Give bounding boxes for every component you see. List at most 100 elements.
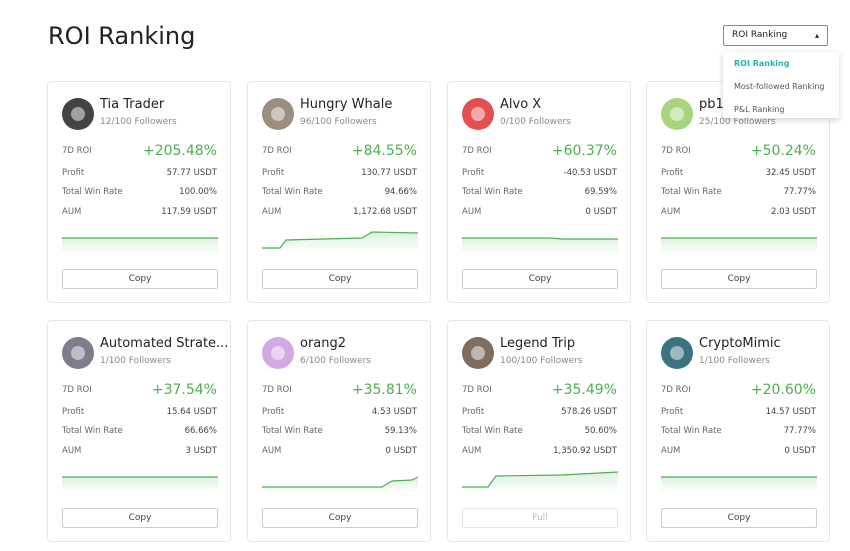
avatar-image (62, 337, 94, 369)
sparkline-chart (62, 237, 218, 254)
stat-value: 77.77% (783, 187, 816, 197)
avatar (462, 337, 494, 369)
trader-card: orang2 6/100 Followers 7D ROI +35.81% Profit… (247, 320, 431, 542)
stat-label: AUM (462, 207, 482, 217)
sparkline-line (262, 231, 419, 249)
avatar (62, 98, 94, 130)
avatar (262, 337, 294, 369)
stat-label: AUM (62, 446, 82, 456)
avatar-image (262, 337, 294, 369)
stat-label: AUM (62, 207, 82, 217)
dropdown-option[interactable]: P&L Ranking (734, 105, 785, 114)
sparkline-line (262, 476, 419, 488)
avatar-image (462, 98, 494, 130)
sparkline-area (262, 477, 418, 493)
roi-value: +35.49% (551, 382, 617, 398)
dropdown-option[interactable]: ROI Ranking (734, 59, 790, 68)
stat-value: 14.57 USDT (765, 407, 816, 417)
stat-label: 7D ROI (62, 385, 92, 395)
trader-name[interactable]: Legend Trip (500, 336, 576, 351)
dropdown-option[interactable]: Most-followed Ranking (734, 82, 825, 91)
stat-label: 7D ROI (462, 385, 492, 395)
roi-value: +205.48% (142, 143, 217, 159)
sparkline-line (462, 471, 619, 488)
sparkline-area (661, 238, 817, 254)
copy-button[interactable]: Copy (462, 269, 618, 289)
stat-label: Total Win Rate (462, 426, 523, 436)
ranking-dropdown[interactable]: ROI Ranking ▴ (723, 25, 828, 46)
stat-label: Total Win Rate (661, 187, 722, 197)
followers: 6/100 Followers (300, 356, 371, 366)
stat-label: Profit (462, 168, 485, 178)
sparkline (62, 222, 218, 258)
copy-button[interactable]: Copy (62, 508, 218, 528)
sparkline-chart (62, 476, 218, 493)
stat-value: 4.53 USDT (372, 407, 417, 417)
stat-label: Total Win Rate (661, 426, 722, 436)
sparkline (661, 222, 817, 258)
dropdown-value: ROI Ranking (732, 30, 788, 40)
stat-value: 1,172.68 USDT (353, 207, 417, 217)
roi-value: +50.24% (750, 143, 816, 159)
trader-card: Tia Trader 12/100 Followers 7D ROI +205.48%… (47, 81, 231, 303)
stat-value: 578.26 USDT (561, 407, 617, 417)
followers: 25/100 Followers (699, 117, 776, 127)
stat-value: 2.03 USDT (771, 207, 816, 217)
stat-label: Total Win Rate (62, 426, 123, 436)
sparkline-area (262, 232, 418, 254)
stat-label: 7D ROI (661, 385, 691, 395)
trader-name[interactable]: orang2 (300, 336, 347, 351)
stat-label: Profit (262, 168, 285, 178)
dropdown-arrow: ▴ (814, 31, 819, 40)
sparkline (462, 461, 619, 497)
sparkline-area (62, 238, 218, 254)
copy-button[interactable]: Copy (62, 269, 218, 289)
sparkline-area (62, 477, 218, 493)
avatar (462, 98, 494, 130)
copy-button[interactable]: Copy (262, 269, 418, 289)
trader-card: CryptoMimic 1/100 Followers 7D ROI +20.60% P… (646, 320, 830, 542)
stat-value: 0 USDT (385, 446, 417, 456)
sparkline (262, 461, 419, 497)
copy-button[interactable]: Copy (661, 269, 817, 289)
followers: 100/100 Followers (500, 356, 583, 366)
trader-name[interactable]: CryptoMimic (699, 336, 781, 351)
copy-button[interactable]: Copy (262, 508, 418, 528)
copy-button[interactable]: Full (462, 508, 618, 528)
roi-value: +60.37% (551, 143, 617, 159)
avatar-image (62, 98, 94, 130)
trader-name[interactable]: Tia Trader (100, 97, 165, 112)
trader-name[interactable]: Alvo X (500, 97, 542, 112)
avatar (661, 98, 693, 130)
copy-button[interactable]: Copy (661, 508, 817, 528)
sparkline (462, 222, 618, 258)
stat-label: AUM (262, 207, 282, 217)
followers: 96/100 Followers (300, 117, 377, 127)
followers: 1/100 Followers (699, 356, 770, 366)
stat-label: 7D ROI (462, 146, 492, 156)
trader-name[interactable]: Automated Strate... (100, 336, 229, 351)
stat-value: 0 USDT (784, 446, 816, 456)
page-title: ROI Ranking (48, 22, 196, 50)
stat-value: 94.66% (384, 187, 417, 197)
trader-card: Legend Trip 100/100 Followers 7D ROI +35.49… (447, 320, 631, 542)
followers: 1/100 Followers (100, 356, 171, 366)
avatar-image (661, 337, 693, 369)
sparkline-chart (462, 237, 618, 254)
trader-name[interactable]: Hungry Whale (300, 97, 393, 112)
stat-value: 130.77 USDT (361, 168, 417, 178)
stat-value: 69.59% (584, 187, 617, 197)
dropdown-menu: ROI Ranking Most-followed Ranking P&L Rank… (723, 52, 839, 118)
stat-value: 32.45 USDT (765, 168, 816, 178)
stat-label: Profit (62, 168, 85, 178)
sparkline-chart (462, 471, 619, 493)
roi-value: +35.81% (351, 382, 417, 398)
stat-label: AUM (462, 446, 482, 456)
stat-label: 7D ROI (661, 146, 691, 156)
stat-value: 77.77% (783, 426, 816, 436)
stat-value: 3 USDT (185, 446, 217, 456)
sparkline-chart (661, 237, 817, 254)
avatar-image (262, 98, 294, 130)
stat-label: Profit (262, 407, 285, 417)
stat-label: AUM (262, 446, 282, 456)
